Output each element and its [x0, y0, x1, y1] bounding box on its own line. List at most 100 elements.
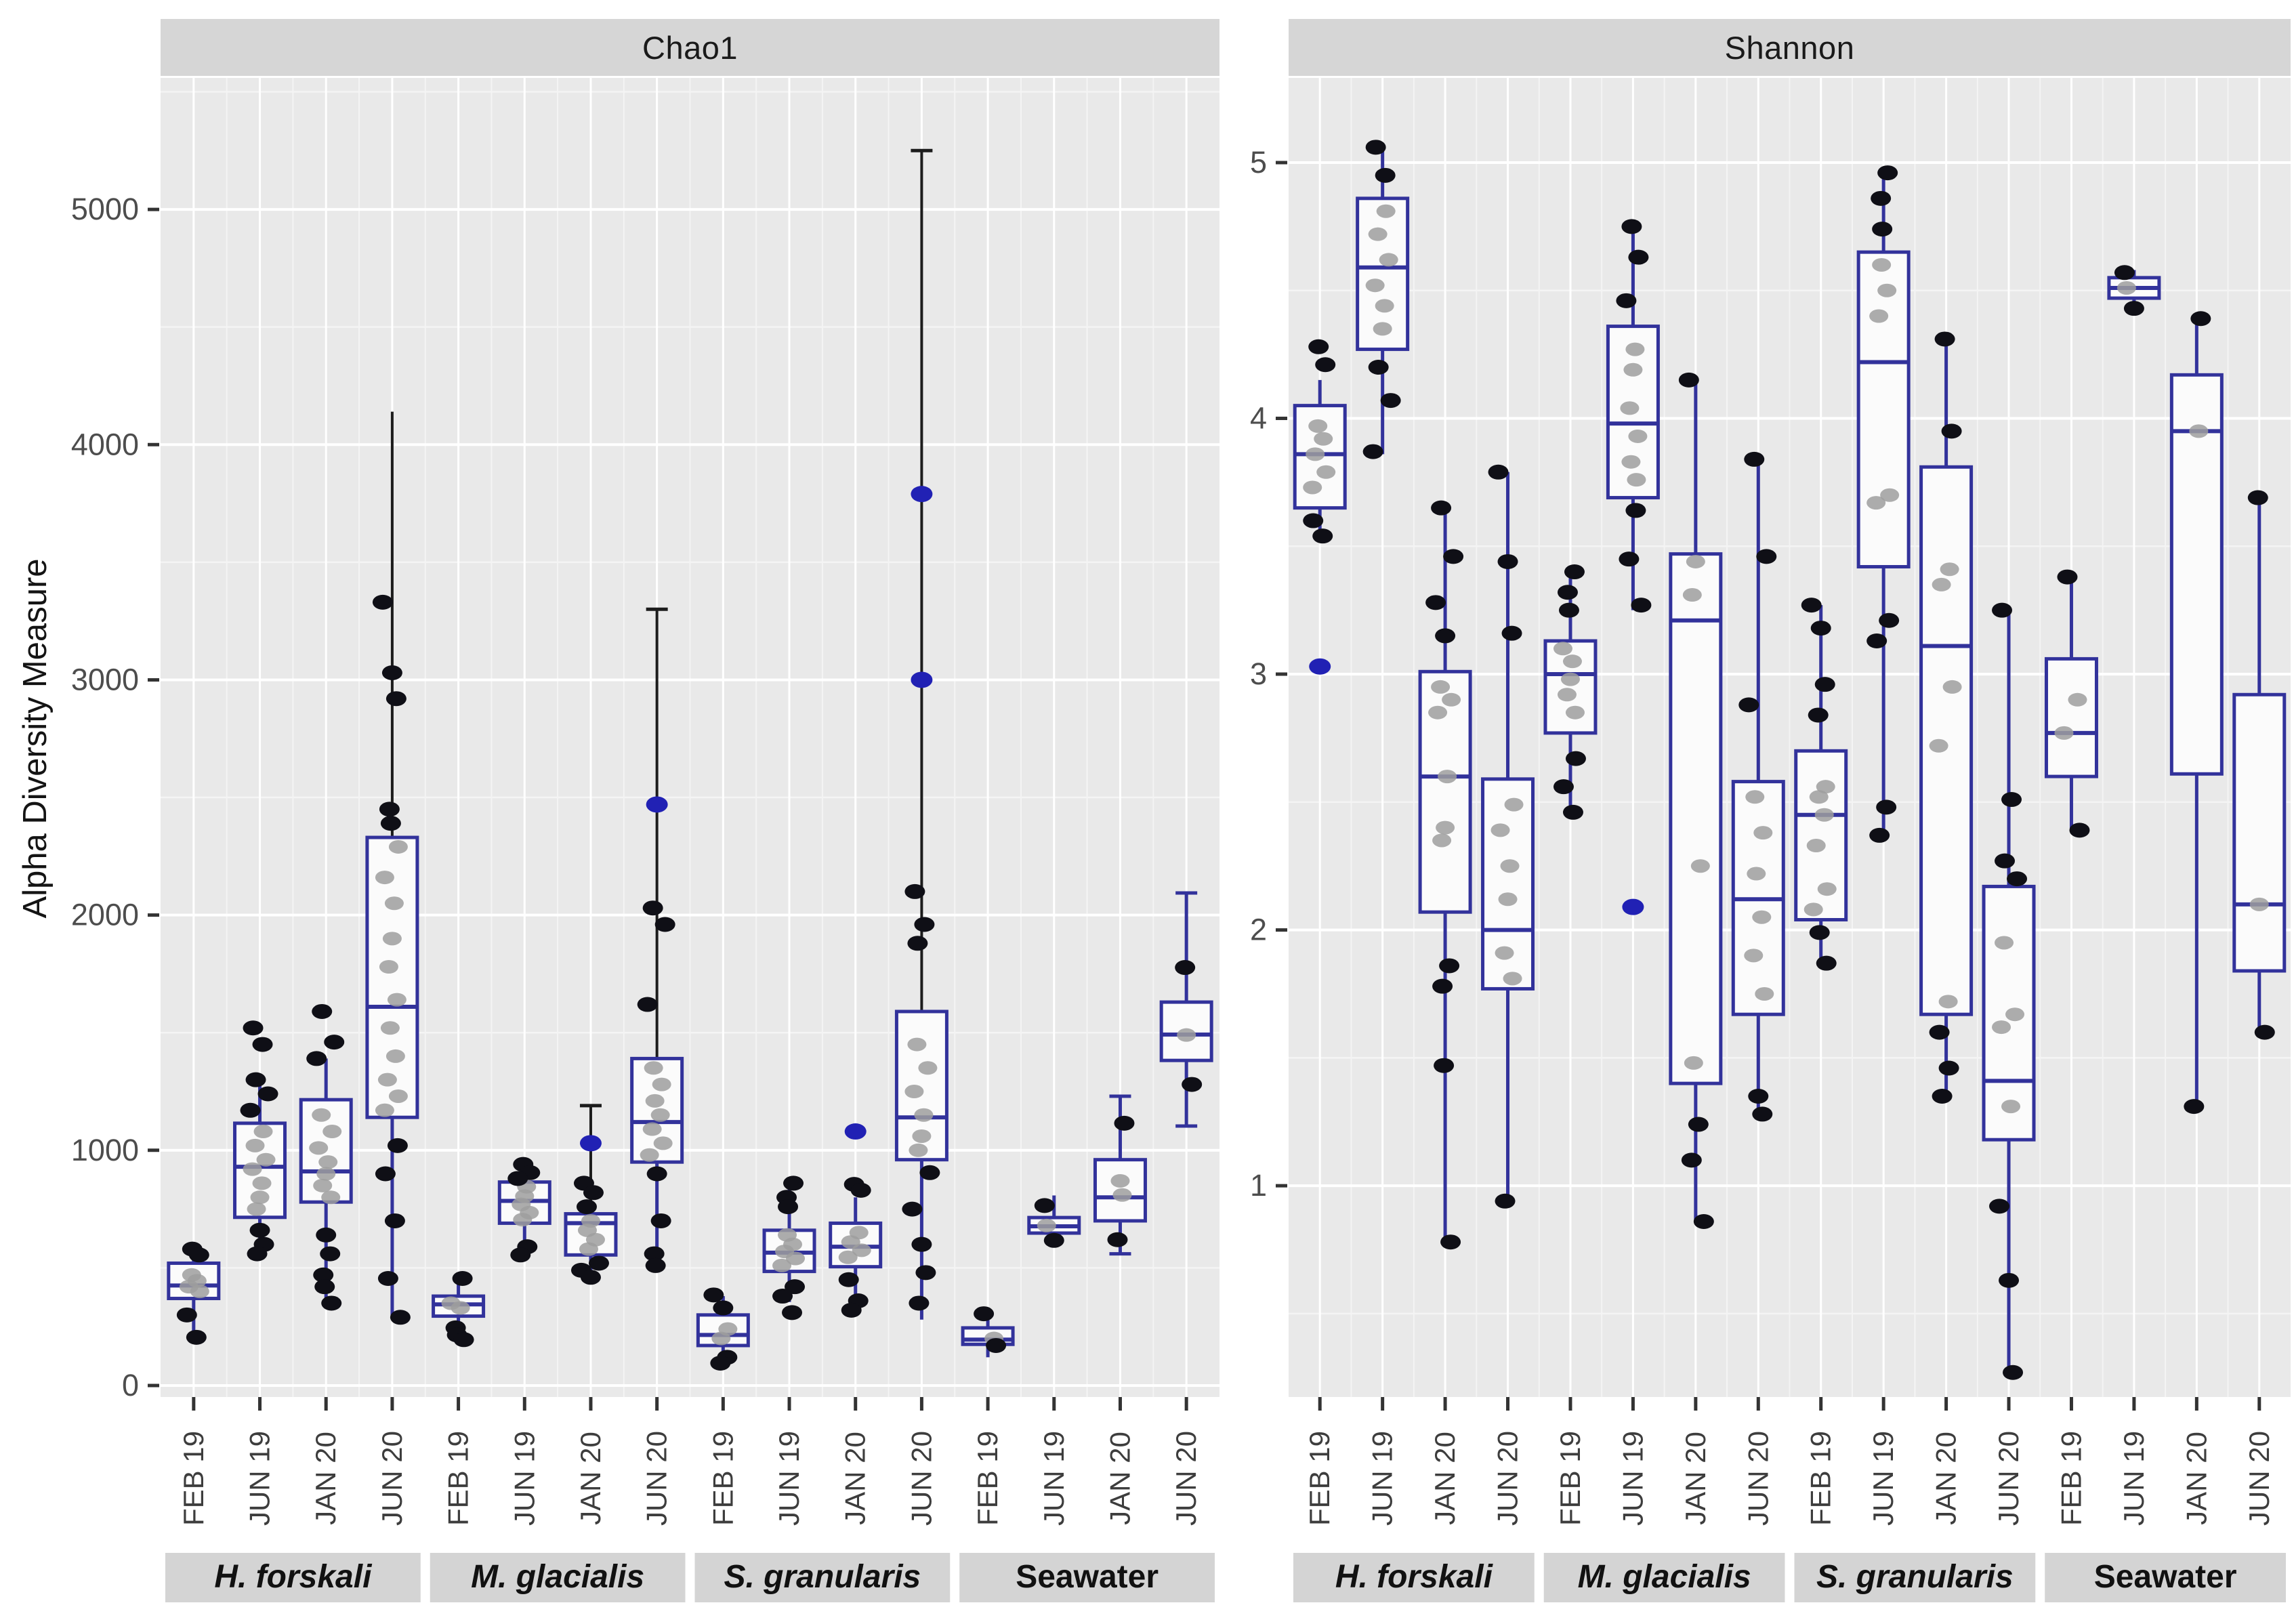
jitter-point-gray	[1490, 823, 1510, 837]
jitter-point-gray	[640, 1148, 659, 1162]
jitter-point-black	[1434, 1058, 1455, 1073]
jitter-point-black	[1303, 513, 1324, 528]
jitter-point-gray	[918, 1061, 938, 1075]
y-tick-label: 3000	[71, 662, 139, 696]
jitter-point-black	[710, 1356, 731, 1371]
group-strip-label: S. granularis	[724, 1559, 921, 1595]
jitter-point-black	[1368, 360, 1389, 375]
jitter-point-black	[1809, 925, 1830, 940]
x-tick-label: JAN 20	[1104, 1432, 1135, 1525]
jitter-point-black	[243, 1020, 264, 1036]
jitter-point-black	[1443, 549, 1464, 564]
jitter-point-gray	[838, 1250, 858, 1264]
jitter-point-black	[1752, 1106, 1773, 1122]
jitter-point-black	[1992, 602, 2013, 618]
group-strip-label: M. glacialis	[471, 1559, 644, 1595]
jitter-point-gray	[2189, 424, 2209, 438]
jitter-point-black	[1681, 1152, 1702, 1168]
jitter-point-black	[1375, 167, 1396, 183]
jitter-point-black	[316, 1227, 337, 1243]
jitter-point-gray	[1314, 432, 1333, 446]
x-tick-label: JAN 20	[1680, 1432, 1711, 1525]
jitter-point-gray	[1431, 680, 1451, 694]
jitter-point-gray	[1436, 820, 1455, 835]
jitter-point-gray	[912, 1129, 932, 1143]
group-strip-label: Seawater	[1016, 1559, 1159, 1595]
jitter-point-gray	[1682, 588, 1702, 602]
jitter-point-gray	[1373, 322, 1392, 336]
y-tick-label: 2000	[71, 898, 139, 932]
jitter-point-gray	[1620, 401, 1640, 415]
jitter-point-gray	[1690, 859, 1710, 873]
y-tick-label: 2	[1250, 913, 1267, 947]
x-tick-label: FEB 19	[2055, 1431, 2087, 1526]
jitter-point-gray	[1306, 447, 1325, 461]
jitter-point-black	[1440, 1234, 1461, 1250]
jitter-point-black	[1308, 339, 1329, 354]
jitter-point-gray	[1553, 642, 1572, 656]
jitter-point-black	[1488, 464, 1509, 480]
y-tick-label: 1	[1250, 1168, 1267, 1203]
y-tick-label: 1000	[71, 1133, 139, 1167]
jitter-point-black	[1872, 222, 1893, 237]
group-strip	[1543, 1553, 1785, 1602]
jitter-point-gray	[2068, 692, 2087, 707]
x-tick-label: JAN 20	[310, 1432, 341, 1525]
jitter-point-gray	[313, 1178, 333, 1192]
jitter-point-black	[1995, 853, 2016, 869]
x-tick-label: FEB 19	[707, 1431, 738, 1526]
jitter-point-gray	[1809, 790, 1829, 804]
group-strip-label: S. granularis	[1816, 1559, 2014, 1595]
jitter-point-gray	[1938, 995, 1958, 1009]
jitter-point-black	[1801, 598, 1822, 613]
jitter-point-gray	[1940, 562, 1959, 577]
jitter-point-gray	[1929, 738, 1948, 753]
x-tick-label: JUN 19	[1367, 1431, 1398, 1526]
jitter-point-black	[915, 1265, 936, 1281]
jitter-point-black	[576, 1199, 597, 1215]
x-tick-label: FEB 19	[1304, 1431, 1335, 1526]
jitter-point-gray	[1560, 672, 1580, 686]
jitter-point-black	[2184, 1099, 2205, 1115]
jitter-point-black	[1879, 612, 1900, 628]
jitter-point-black	[1938, 1060, 1959, 1076]
jitter-point-black	[772, 1289, 793, 1304]
jitter-point-black	[650, 1213, 671, 1228]
jitter-point-black	[588, 1255, 609, 1271]
group-strip-label: H. forskali	[214, 1559, 373, 1595]
jitter-point-black	[2057, 569, 2078, 585]
jitter-point-black	[379, 801, 400, 817]
x-tick-label: JAN 20	[1930, 1432, 1962, 1525]
jitter-point-gray	[2116, 280, 2136, 295]
jitter-point-black	[1808, 707, 1829, 723]
jitter-point-gray	[322, 1125, 342, 1139]
x-tick-label: JUN 20	[1492, 1431, 1524, 1526]
jitter-point-black	[1932, 1089, 1953, 1104]
jitter-point-gray	[1869, 309, 1889, 323]
jitter-point-gray	[1806, 839, 1826, 853]
jitter-point-black	[1182, 1077, 1203, 1092]
jitter-point-black	[646, 1166, 667, 1182]
jitter-point-black	[507, 1171, 528, 1186]
jitter-point-black	[1756, 549, 1777, 564]
jitter-point-black	[384, 1213, 405, 1228]
y-tick-label: 5000	[71, 192, 139, 226]
jitter-point-black	[1877, 165, 1898, 181]
x-tick-label: JUN 19	[508, 1431, 540, 1526]
jitter-point-black	[387, 1138, 408, 1153]
jitter-point-gray	[382, 932, 402, 946]
jitter-point-gray	[1303, 480, 1322, 495]
jitter-point-black	[911, 1236, 932, 1252]
jitter-point-black	[1557, 585, 1578, 600]
jitter-point-black	[1810, 621, 1831, 636]
jitter-point-gray	[786, 1251, 806, 1266]
jitter-point-gray	[380, 1021, 400, 1035]
jitter-point-gray	[1684, 1056, 1703, 1070]
y-tick-label: 4	[1250, 401, 1267, 436]
outlier-point-blue	[1309, 658, 1331, 675]
x-tick-label: JUN 19	[244, 1431, 276, 1526]
jitter-point-gray	[711, 1331, 731, 1346]
jitter-point-gray	[1316, 465, 1336, 479]
jitter-point-black	[1619, 551, 1640, 567]
jitter-point-black	[452, 1271, 473, 1287]
